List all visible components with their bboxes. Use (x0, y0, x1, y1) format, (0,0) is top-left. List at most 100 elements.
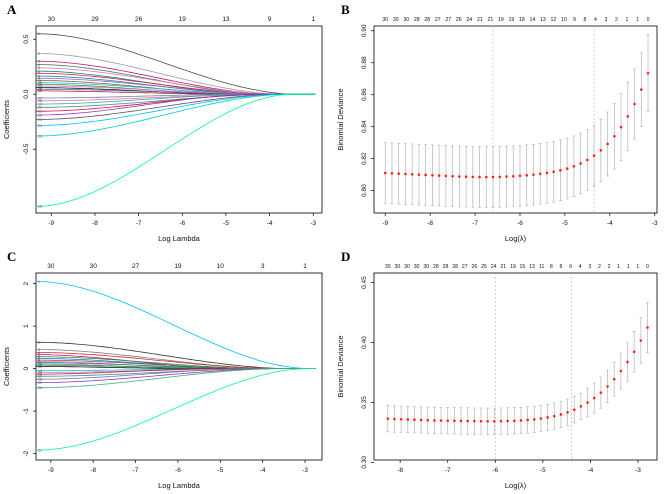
panel-a-plot: -9 -8 -7 -6 -5 -4 -3-0.50.00.530 29 26 19 13 9 1Log … (2, 16, 323, 243)
svg-text:12: 12 (38, 364, 42, 368)
svg-text:0.80: 0.80 (361, 184, 368, 197)
svg-text:25: 25 (481, 264, 487, 270)
svg-text:-3: -3 (635, 467, 641, 474)
svg-text:6: 6 (569, 264, 572, 270)
svg-text:Log Lambda: Log Lambda (158, 234, 201, 243)
panel-b: B -9 -8 -7 -6 -5 -4 -3 0.80 0.82 0.84 0.86 0.88 0.90… (334, 0, 669, 247)
svg-text:-9: -9 (382, 220, 388, 227)
svg-text:-4: -4 (260, 467, 266, 474)
svg-text:30: 30 (404, 264, 410, 270)
svg-text:-5: -5 (223, 220, 229, 227)
svg-text:-4: -4 (267, 220, 273, 227)
svg-text:10: 10 (217, 263, 225, 270)
svg-text:2: 2 (38, 341, 40, 345)
svg-text:28: 28 (443, 264, 449, 270)
svg-text:6: 6 (38, 355, 40, 359)
svg-text:30: 30 (403, 17, 409, 23)
svg-text:7: 7 (38, 72, 40, 76)
svg-text:9: 9 (268, 16, 272, 23)
svg-text:26: 26 (135, 16, 143, 23)
svg-text:26: 26 (456, 17, 462, 23)
svg-text:0.90: 0.90 (361, 24, 368, 37)
svg-text:2: 2 (615, 17, 618, 23)
svg-text:28: 28 (414, 17, 420, 23)
svg-text:0.40: 0.40 (361, 336, 368, 349)
svg-text:21: 21 (477, 17, 483, 23)
svg-text:-7: -7 (136, 220, 142, 227)
svg-text:-4: -4 (607, 220, 613, 227)
svg-text:-8: -8 (427, 220, 433, 227)
panel-b-plot: -9 -8 -7 -6 -5 -4 -30.800.820.840.860.880.9030… (336, 17, 658, 243)
svg-text:8: 8 (38, 74, 40, 78)
svg-text:14: 14 (38, 86, 42, 90)
svg-text:11: 11 (38, 81, 42, 85)
svg-text:27: 27 (445, 17, 451, 23)
svg-text:3: 3 (38, 348, 40, 352)
svg-text:0.88: 0.88 (361, 56, 368, 69)
svg-text:1: 1 (627, 264, 630, 270)
svg-text:22: 22 (38, 113, 42, 117)
svg-text:24: 24 (491, 264, 497, 270)
svg-text:29: 29 (91, 16, 99, 23)
svg-text:9: 9 (38, 360, 40, 364)
svg-text:6: 6 (38, 69, 40, 73)
svg-text:-7: -7 (472, 220, 478, 227)
svg-text:5: 5 (38, 66, 40, 70)
svg-text:-5: -5 (217, 467, 223, 474)
svg-text:19: 19 (174, 263, 182, 270)
svg-text:25: 25 (38, 134, 42, 138)
svg-text:15: 15 (38, 88, 42, 92)
svg-text:2: 2 (38, 52, 40, 56)
svg-text:4: 4 (38, 63, 40, 67)
svg-text:0.30: 0.30 (361, 456, 368, 469)
svg-text:26: 26 (38, 205, 42, 209)
svg-text:24: 24 (38, 124, 42, 128)
svg-text:-7: -7 (133, 467, 139, 474)
svg-text:8: 8 (559, 264, 562, 270)
svg-text:13: 13 (529, 264, 535, 270)
svg-text:4: 4 (38, 351, 40, 355)
panel-d-label: D (341, 249, 351, 264)
svg-text:-8: -8 (397, 467, 403, 474)
svg-text:0.45: 0.45 (361, 276, 368, 289)
panel-c-label: C (7, 249, 17, 264)
svg-text:0: 0 (647, 17, 650, 23)
svg-text:2: 2 (598, 264, 601, 270)
svg-text:19: 19 (498, 17, 504, 23)
svg-text:-8: -8 (90, 467, 96, 474)
svg-text:1: 1 (303, 263, 307, 270)
svg-text:13: 13 (38, 365, 42, 369)
svg-text:18: 18 (38, 99, 42, 103)
svg-text:3: 3 (38, 60, 40, 64)
svg-text:30: 30 (395, 264, 401, 270)
svg-text:9: 9 (573, 17, 576, 23)
svg-text:Log(λ): Log(λ) (505, 234, 527, 243)
svg-text:1: 1 (38, 32, 40, 36)
svg-text:15: 15 (38, 371, 42, 375)
svg-text:8: 8 (550, 264, 553, 270)
svg-text:10: 10 (38, 361, 42, 365)
svg-text:28: 28 (433, 264, 439, 270)
svg-text:16: 16 (38, 89, 42, 93)
svg-text:1: 1 (38, 280, 40, 284)
svg-text:9: 9 (38, 77, 40, 81)
svg-text:19: 19 (179, 16, 187, 23)
svg-text:30: 30 (90, 263, 98, 270)
svg-text:-3: -3 (652, 220, 658, 227)
svg-text:26: 26 (471, 264, 477, 270)
svg-text:0.82: 0.82 (361, 152, 368, 165)
svg-text:24: 24 (466, 17, 472, 23)
svg-text:7: 7 (38, 357, 40, 361)
svg-text:4: 4 (579, 264, 582, 270)
svg-text:27: 27 (435, 17, 441, 23)
svg-text:16: 16 (38, 372, 42, 376)
svg-text:23: 23 (38, 118, 42, 122)
svg-text:Log(λ): Log(λ) (505, 481, 527, 490)
svg-text:Binomial Deviance: Binomial Deviance (336, 88, 345, 150)
svg-text:-2: -2 (23, 450, 30, 456)
svg-text:3: 3 (588, 264, 591, 270)
svg-text:19: 19 (38, 381, 42, 385)
svg-text:21: 21 (500, 264, 506, 270)
svg-text:-6: -6 (517, 220, 523, 227)
